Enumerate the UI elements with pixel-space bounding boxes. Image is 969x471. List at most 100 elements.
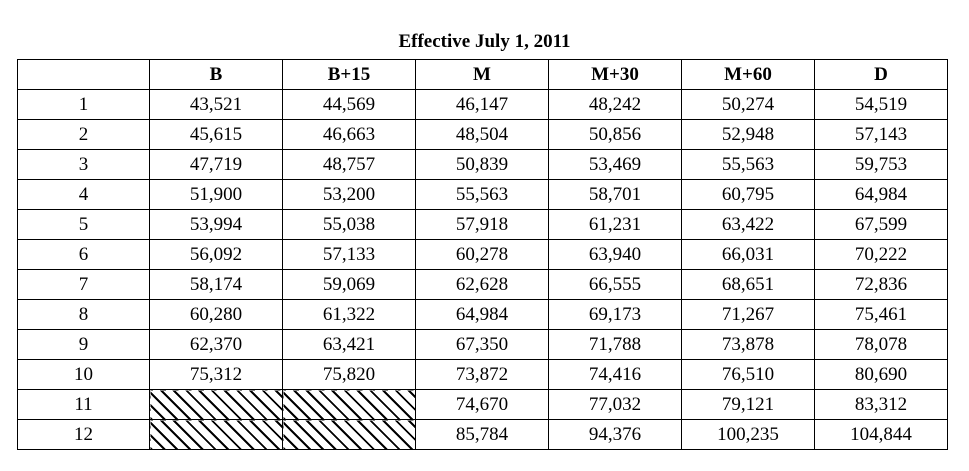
salary-cell: 83,312: [814, 389, 948, 420]
salary-cell: 58,701: [548, 179, 682, 210]
salary-cell: 77,032: [548, 389, 682, 420]
table-row: 5 53,994 55,038 57,918 61,231 63,422 67,599: [17, 209, 948, 240]
salary-cell: 53,994: [149, 209, 283, 240]
salary-cell: 54,519: [814, 89, 948, 120]
table-row: 4 51,900 53,200 55,563 58,701 60,795 64,984: [17, 179, 948, 210]
salary-cell: 46,663: [282, 119, 416, 150]
salary-schedule-table: B B+15 M M+30 M+60 D 1 43,521 44,569 46,147 48,24…: [17, 59, 948, 450]
salary-cell: 55,563: [681, 149, 815, 180]
table-row: 12 85,784 94,376 100,235 104,844: [17, 419, 948, 450]
salary-cell: 61,322: [282, 299, 416, 330]
salary-cell: 61,231: [548, 209, 682, 240]
salary-cell: 48,757: [282, 149, 416, 180]
salary-cell: 51,900: [149, 179, 283, 210]
salary-cell: 67,599: [814, 209, 948, 240]
salary-cell: 63,421: [282, 329, 416, 360]
salary-cell: 53,469: [548, 149, 682, 180]
salary-cell: 66,555: [548, 269, 682, 300]
table-row: 9 62,370 63,421 67,350 71,788 73,878 78,078: [17, 329, 948, 360]
salary-cell: 43,521: [149, 89, 283, 120]
salary-cell: 64,984: [415, 299, 549, 330]
salary-cell: 70,222: [814, 239, 948, 270]
step-cell: 8: [17, 299, 150, 330]
salary-cell: 74,670: [415, 389, 549, 420]
step-cell: 1: [17, 89, 150, 120]
hatched-empty-cell: [282, 419, 416, 450]
salary-cell: 59,753: [814, 149, 948, 180]
column-header: [17, 59, 150, 90]
step-cell: 10: [17, 359, 150, 390]
step-cell: 12: [17, 419, 150, 450]
salary-cell: 66,031: [681, 239, 815, 270]
salary-cell: 57,133: [282, 239, 416, 270]
salary-cell: 80,690: [814, 359, 948, 390]
salary-cell: 50,856: [548, 119, 682, 150]
salary-cell: 59,069: [282, 269, 416, 300]
salary-cell: 44,569: [282, 89, 416, 120]
step-cell: 9: [17, 329, 150, 360]
salary-cell: 50,839: [415, 149, 549, 180]
salary-cell: 60,280: [149, 299, 283, 330]
salary-cell: 55,563: [415, 179, 549, 210]
salary-cell: 63,940: [548, 239, 682, 270]
salary-cell: 57,143: [814, 119, 948, 150]
table-row: 1 43,521 44,569 46,147 48,242 50,274 54,519: [17, 89, 948, 120]
page-title: Effective July 1, 2011: [398, 31, 571, 52]
salary-cell: 60,795: [681, 179, 815, 210]
salary-cell: 55,038: [282, 209, 416, 240]
table-row: 10 75,312 75,820 73,872 74,416 76,510 80,690: [17, 359, 948, 390]
salary-cell: 85,784: [415, 419, 549, 450]
salary-cell: 75,820: [282, 359, 416, 390]
table-row: 11 74,670 77,032 79,121 83,312: [17, 389, 948, 420]
salary-cell: 64,984: [814, 179, 948, 210]
salary-cell: 73,872: [415, 359, 549, 390]
step-cell: 7: [17, 269, 150, 300]
table-row: 7 58,174 59,069 62,628 66,555 68,651 72,836: [17, 269, 948, 300]
column-header: M+60: [681, 59, 815, 90]
hatched-empty-cell: [149, 389, 283, 420]
step-cell: 11: [17, 389, 150, 420]
salary-cell: 72,836: [814, 269, 948, 300]
salary-cell: 73,878: [681, 329, 815, 360]
salary-cell: 53,200: [282, 179, 416, 210]
salary-cell: 78,078: [814, 329, 948, 360]
salary-cell: 76,510: [681, 359, 815, 390]
step-cell: 4: [17, 179, 150, 210]
salary-cell: 46,147: [415, 89, 549, 120]
table-row: 3 47,719 48,757 50,839 53,469 55,563 59,753: [17, 149, 948, 180]
salary-cell: 60,278: [415, 239, 549, 270]
step-cell: 3: [17, 149, 150, 180]
salary-cell: 63,422: [681, 209, 815, 240]
salary-cell: 48,242: [548, 89, 682, 120]
salary-cell: 47,719: [149, 149, 283, 180]
salary-cell: 45,615: [149, 119, 283, 150]
hatched-empty-cell: [282, 389, 416, 420]
column-header: B+15: [282, 59, 416, 90]
salary-cell: 79,121: [681, 389, 815, 420]
salary-cell: 56,092: [149, 239, 283, 270]
step-cell: 2: [17, 119, 150, 150]
salary-cell: 48,504: [415, 119, 549, 150]
header-row: B B+15 M M+30 M+60 D: [17, 59, 948, 90]
salary-cell: 100,235: [681, 419, 815, 450]
salary-cell: 68,651: [681, 269, 815, 300]
column-header: M: [415, 59, 549, 90]
salary-cell: 104,844: [814, 419, 948, 450]
salary-cell: 71,267: [681, 299, 815, 330]
salary-cell: 52,948: [681, 119, 815, 150]
salary-cell: 75,312: [149, 359, 283, 390]
salary-cell: 62,628: [415, 269, 549, 300]
salary-cell: 75,461: [814, 299, 948, 330]
step-cell: 6: [17, 239, 150, 270]
column-header: B: [149, 59, 283, 90]
salary-cell: 58,174: [149, 269, 283, 300]
table-body: 1 43,521 44,569 46,147 48,242 50,274 54,519 2 45…: [17, 89, 948, 450]
table-row: 8 60,280 61,322 64,984 69,173 71,267 75,461: [17, 299, 948, 330]
column-header: M+30: [548, 59, 682, 90]
table-row: 6 56,092 57,133 60,278 63,940 66,031 70,222: [17, 239, 948, 270]
salary-cell: 74,416: [548, 359, 682, 390]
salary-cell: 57,918: [415, 209, 549, 240]
step-cell: 5: [17, 209, 150, 240]
salary-cell: 69,173: [548, 299, 682, 330]
column-header: D: [814, 59, 948, 90]
